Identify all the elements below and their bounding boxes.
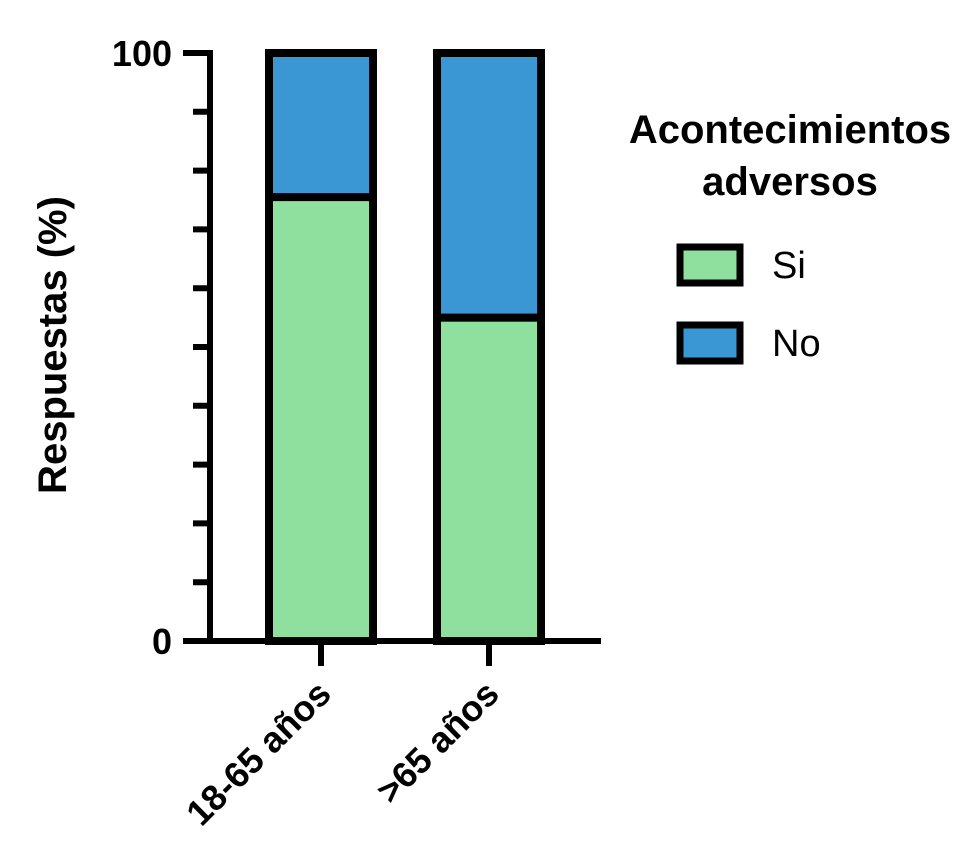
y-ticks: 0 100 bbox=[112, 33, 210, 662]
legend-title-line-2: adversos bbox=[702, 160, 878, 204]
y-axis-title: Respuestas (%) bbox=[31, 196, 75, 494]
x-ticks: 18-65 años >65 años bbox=[178, 641, 507, 833]
bar-segment-no bbox=[433, 49, 545, 322]
bar-segment-si bbox=[433, 313, 545, 645]
legend-label-no: No bbox=[772, 323, 821, 365]
legend-title-line-1: Acontecimientos bbox=[629, 108, 951, 152]
legend-label-si: Si bbox=[772, 245, 806, 287]
bar-segment-si bbox=[265, 193, 377, 645]
x-tick-label: 18-65 años bbox=[178, 673, 339, 834]
y-tick-label: 100 bbox=[112, 33, 172, 74]
legend: Acontecimientos adversos Si No bbox=[629, 108, 951, 365]
legend-items: Si No bbox=[676, 243, 821, 365]
bars-group bbox=[265, 49, 545, 645]
legend-swatch-si bbox=[676, 243, 744, 287]
legend-swatch-no bbox=[676, 321, 744, 365]
y-tick-label: 0 bbox=[152, 621, 172, 662]
bar-segment-no bbox=[265, 49, 377, 202]
x-tick-label: >65 años bbox=[368, 673, 507, 812]
